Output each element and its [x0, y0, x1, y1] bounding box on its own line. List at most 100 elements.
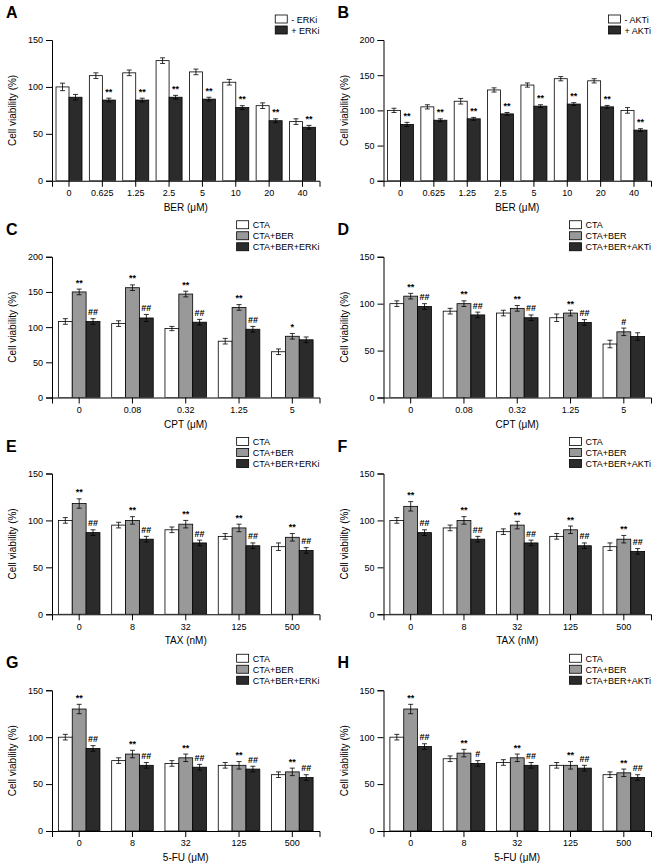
- error-bar: [223, 338, 228, 344]
- tick-label: 150: [28, 469, 43, 479]
- significance-label: ##: [141, 525, 151, 535]
- bar: [550, 765, 564, 831]
- y-axis-title: Cell viability (%): [7, 725, 18, 796]
- legend-label: CTA: [585, 437, 602, 447]
- legend-item: CTA+BER: [237, 448, 295, 458]
- x-axis: 0832125500: [53, 831, 321, 848]
- bar: [193, 322, 207, 397]
- error-bar: [140, 98, 145, 102]
- axis-line: [46, 474, 53, 615]
- tick: 5: [621, 398, 626, 415]
- error-bar: [130, 750, 135, 758]
- bar: [496, 532, 510, 615]
- bar: [404, 506, 418, 614]
- tick-label: 200: [28, 252, 43, 262]
- bar: [139, 539, 153, 614]
- panel: **********#########05010015008321255005-…: [338, 654, 652, 863]
- axis-line: [53, 398, 321, 404]
- bar: [285, 537, 299, 614]
- significance-label: **: [637, 117, 645, 127]
- bar: [434, 120, 447, 181]
- legend-item: - ERKi: [275, 15, 317, 25]
- error-bar: [582, 320, 587, 326]
- tick-label: 100: [359, 733, 374, 743]
- legend-item: CTA: [237, 437, 270, 447]
- bar: [139, 765, 153, 831]
- tick-label: 0: [408, 838, 413, 848]
- legend-item: CTA+BER: [569, 231, 627, 241]
- tick-mark: [46, 520, 52, 521]
- legend-label: CTA+BER+ERKi: [253, 242, 320, 252]
- error-bars: [77, 499, 295, 541]
- bar: [524, 765, 538, 831]
- bar: [136, 100, 149, 181]
- bar: [56, 87, 69, 181]
- legend-item: + AKTi: [609, 26, 651, 36]
- tick-label: 500: [616, 838, 631, 848]
- tick: 1.25: [127, 181, 145, 198]
- error-bar: [621, 769, 626, 777]
- tick-label: 1.25: [230, 405, 248, 415]
- legend-item: CTA+BER+ERKi: [237, 459, 320, 469]
- error-bar: [273, 119, 278, 123]
- tick-label: 0: [369, 826, 374, 836]
- bar: [443, 528, 457, 614]
- error-bar: [169, 527, 174, 533]
- axis-line: [46, 691, 53, 832]
- tick-label: 8: [461, 622, 466, 632]
- error-bar: [250, 543, 255, 549]
- error-bar: [592, 79, 597, 83]
- tick: 50: [364, 563, 383, 573]
- significance-label: #: [621, 317, 626, 327]
- tick-mark: [132, 398, 133, 404]
- significance-label: **: [537, 93, 545, 103]
- y-axis: 050100150: [359, 252, 384, 403]
- bar: [193, 543, 207, 614]
- error-bar: [422, 744, 427, 750]
- error-bar: [183, 754, 188, 762]
- bar: [467, 119, 480, 181]
- error-bar: [183, 291, 188, 297]
- tick: 100: [359, 299, 383, 309]
- legend-swatch: [569, 449, 581, 457]
- marks: [390, 704, 645, 831]
- tick: 200: [28, 252, 52, 262]
- tick-mark: [46, 134, 52, 135]
- bar: [165, 530, 179, 614]
- tick-mark: [46, 40, 52, 41]
- tick: 8: [461, 831, 466, 848]
- legend-item: CTA: [569, 220, 602, 230]
- error-bar: [568, 526, 573, 534]
- tick: 100: [28, 733, 52, 743]
- legend-swatch: [609, 15, 621, 23]
- tick-label: 2.5: [494, 188, 507, 198]
- error-bars: [91, 746, 309, 781]
- significance-label: *: [291, 322, 295, 332]
- tick-label: 1.25: [127, 188, 145, 198]
- bar: [112, 525, 126, 614]
- bar: [285, 336, 299, 397]
- tick-mark: [378, 75, 384, 76]
- error-bar: [197, 540, 202, 546]
- bar-series: [58, 520, 285, 614]
- tick-mark: [46, 398, 52, 399]
- y-axis-title: Cell viability (%): [7, 292, 18, 363]
- error-bar: [237, 305, 242, 311]
- legend-swatch: [569, 243, 581, 251]
- tick: 0: [38, 826, 52, 836]
- error-bars: [91, 314, 309, 342]
- error-bar: [568, 762, 573, 770]
- tick-label: 0: [67, 188, 72, 198]
- error-bar: [408, 502, 413, 511]
- tick-mark: [517, 398, 518, 404]
- bar-series: [388, 79, 634, 181]
- error-bar: [293, 119, 298, 125]
- error-bar: [60, 83, 65, 91]
- bar-series: [418, 747, 645, 831]
- bar: [165, 763, 179, 831]
- tick-label: 0: [38, 393, 43, 403]
- bar-series: [72, 709, 299, 831]
- tick-mark: [239, 398, 240, 404]
- bar: [617, 539, 631, 614]
- bar: [631, 778, 645, 831]
